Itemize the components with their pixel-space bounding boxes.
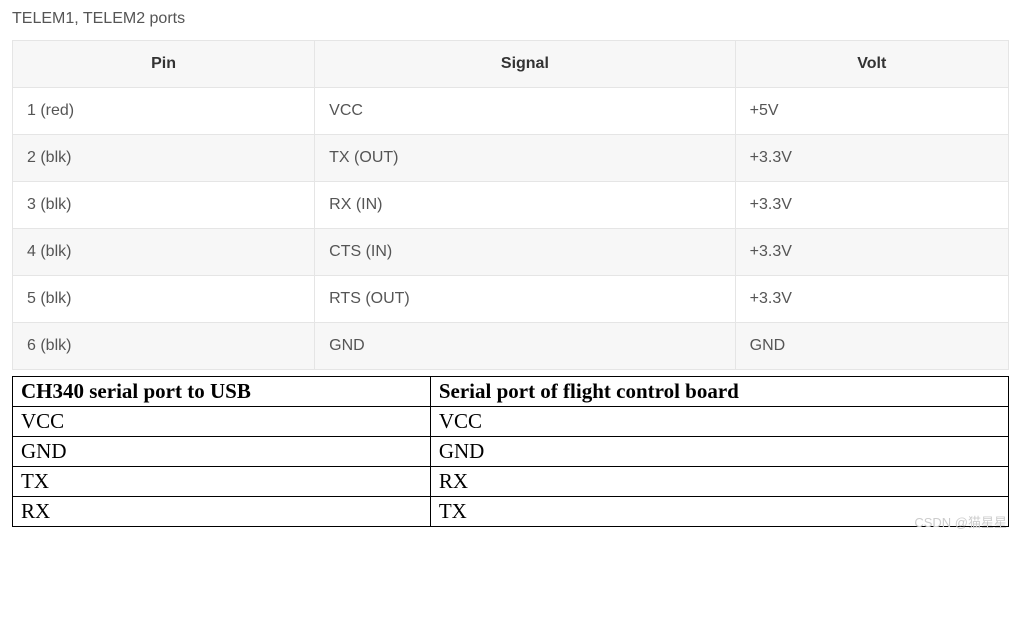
cell-signal: RTS (OUT)	[315, 276, 735, 323]
table-row: RX TX	[13, 497, 1009, 527]
cell-right: RX	[430, 467, 1008, 497]
table-row: 1 (red) VCC +5V	[13, 88, 1009, 135]
cell-right: GND	[430, 437, 1008, 467]
table-header-row: Pin Signal Volt	[13, 41, 1009, 88]
telem-ports-table: Pin Signal Volt 1 (red) VCC +5V 2 (blk) …	[12, 40, 1009, 370]
cell-left: GND	[13, 437, 431, 467]
cell-pin: 2 (blk)	[13, 135, 315, 182]
cell-signal: RX (IN)	[315, 182, 735, 229]
table-header-row: CH340 serial port to USB Serial port of …	[13, 377, 1009, 407]
cell-volt: +3.3V	[735, 276, 1008, 323]
cell-volt: +3.3V	[735, 182, 1008, 229]
cell-signal: VCC	[315, 88, 735, 135]
cell-left: RX	[13, 497, 431, 527]
cell-volt: +3.3V	[735, 229, 1008, 276]
table-row: 2 (blk) TX (OUT) +3.3V	[13, 135, 1009, 182]
cell-volt: +5V	[735, 88, 1008, 135]
cell-volt: +3.3V	[735, 135, 1008, 182]
cell-signal: GND	[315, 323, 735, 370]
cell-pin: 6 (blk)	[13, 323, 315, 370]
cell-left: VCC	[13, 407, 431, 437]
table-row: GND GND	[13, 437, 1009, 467]
cell-signal: TX (OUT)	[315, 135, 735, 182]
table-row: 6 (blk) GND GND	[13, 323, 1009, 370]
col-header-pin: Pin	[13, 41, 315, 88]
watermark-text: CSDN @猫星星	[914, 512, 1007, 531]
cell-left: TX	[13, 467, 431, 497]
cell-pin: 5 (blk)	[13, 276, 315, 323]
cell-volt: GND	[735, 323, 1008, 370]
col-header-ch340: CH340 serial port to USB	[13, 377, 431, 407]
table-row: 3 (blk) RX (IN) +3.3V	[13, 182, 1009, 229]
section-title: TELEM1, TELEM2 ports	[12, 10, 1009, 28]
cell-pin: 4 (blk)	[13, 229, 315, 276]
table-row: 4 (blk) CTS (IN) +3.3V	[13, 229, 1009, 276]
cell-pin: 3 (blk)	[13, 182, 315, 229]
table-row: TX RX	[13, 467, 1009, 497]
col-header-volt: Volt	[735, 41, 1008, 88]
cell-pin: 1 (red)	[13, 88, 315, 135]
col-header-signal: Signal	[315, 41, 735, 88]
cell-right: VCC	[430, 407, 1008, 437]
col-header-fcb: Serial port of flight control board	[430, 377, 1008, 407]
cell-signal: CTS (IN)	[315, 229, 735, 276]
table-row: 5 (blk) RTS (OUT) +3.3V	[13, 276, 1009, 323]
serial-mapping-table: CH340 serial port to USB Serial port of …	[12, 376, 1009, 527]
table-row: VCC VCC	[13, 407, 1009, 437]
